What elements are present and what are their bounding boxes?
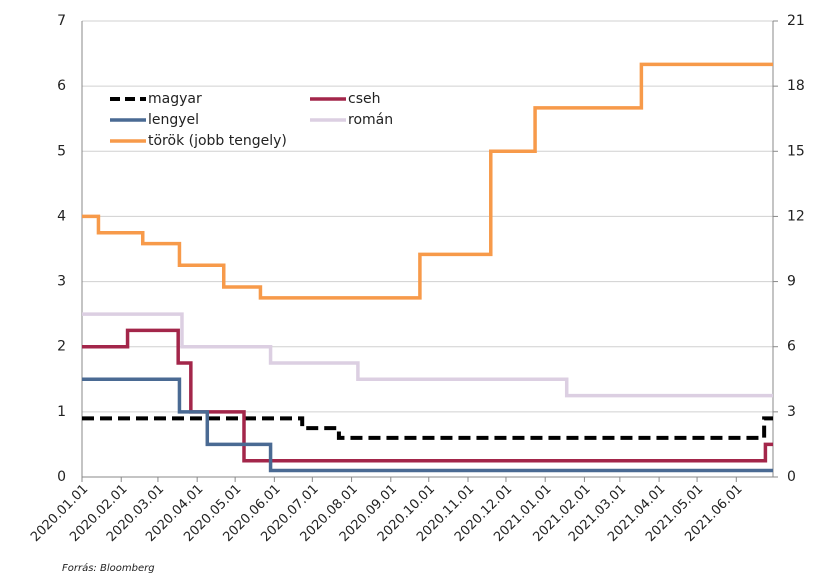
source: Forrás: Bloomberg	[62, 562, 155, 574]
y2-tick-label: 6	[787, 339, 796, 355]
y-tick-label: 6	[57, 78, 66, 94]
y2-tick-label: 18	[787, 78, 805, 94]
legend-label: magyar	[148, 91, 202, 107]
legend-label: lengyel	[148, 112, 199, 128]
legend-label: román	[348, 112, 393, 128]
y-tick-label: 1	[57, 404, 66, 420]
series-line	[82, 416, 773, 440]
y-tick-label: 0	[57, 469, 66, 485]
y-tick-label: 7	[57, 13, 66, 29]
y2-tick-label: 3	[787, 404, 796, 420]
y-tick-label: 2	[57, 339, 66, 355]
y2-tick-label: 15	[787, 143, 805, 159]
y2-tick-label: 12	[787, 208, 805, 224]
legend-label: cseh	[348, 91, 380, 107]
y2-tick-label: 21	[787, 13, 805, 29]
y2-tick-label: 9	[787, 274, 796, 290]
y2-tick-label: 0	[787, 469, 796, 485]
series-line	[82, 312, 773, 398]
series-line	[82, 62, 773, 300]
series-line	[82, 328, 773, 463]
y-tick-label: 3	[57, 274, 66, 290]
y-tick-label: 5	[57, 143, 66, 159]
series-line	[82, 377, 773, 473]
legend-label: török (jobb tengely)	[148, 133, 287, 149]
y-tick-label: 4	[57, 208, 66, 224]
